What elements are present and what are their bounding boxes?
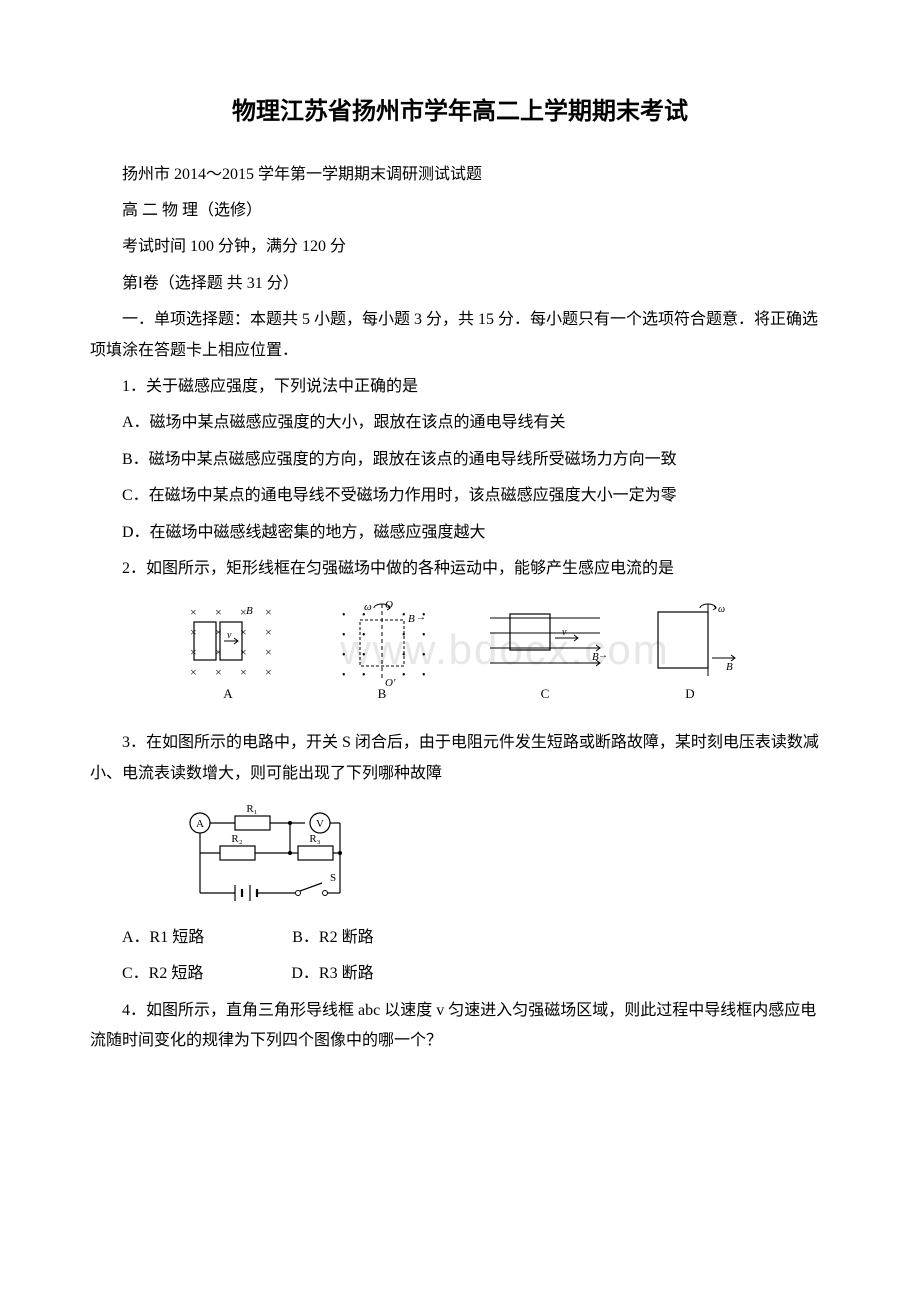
q1-optB: B．磁场中某点磁感应强度的方向，跟放在该点的通电导线所受磁场力方向一致 (90, 445, 830, 475)
q3-opts-row2: C．R2 短路 D．R3 断路 (90, 959, 830, 989)
svg-text:B: B (408, 613, 415, 625)
header-line-4: 第Ⅰ卷（选择题 共 31 分） (90, 269, 830, 299)
svg-text:→: → (598, 650, 608, 661)
svg-text:•: • (362, 650, 366, 661)
svg-text:•: • (422, 650, 426, 661)
svg-text:•: • (342, 650, 346, 661)
svg-text:•: • (362, 670, 366, 681)
svg-text:×: × (190, 605, 197, 619)
q1-stem: 1．关于磁感应强度，下列说法中正确的是 (90, 372, 830, 402)
svg-text:R₃: R₃ (309, 833, 320, 845)
svg-text:•: • (402, 670, 406, 681)
q3-optA: A．R1 短路 (122, 929, 204, 946)
q3-optC: C．R2 短路 (122, 965, 203, 982)
svg-text:•: • (342, 670, 346, 681)
svg-text:ω: ω (364, 601, 372, 613)
svg-text:×: × (240, 645, 247, 659)
q2-labelA: A (223, 686, 233, 701)
svg-text:R₁: R₁ (246, 803, 257, 815)
svg-text:×: × (265, 645, 272, 659)
svg-text:×: × (190, 625, 197, 639)
svg-text:ω: ω (718, 604, 725, 615)
q2-figB: •••• •••• •••• •••• B → O O' ω B (342, 599, 426, 701)
q2-figC: B → v C (490, 614, 608, 701)
svg-text:×: × (265, 665, 272, 679)
svg-text:S: S (330, 872, 336, 884)
q3-opts-row1: A．R1 短路 B．R2 断路 (90, 923, 830, 953)
svg-text:R₂: R₂ (231, 833, 242, 845)
svg-text:v: v (562, 627, 567, 638)
q2-figA: ×××× ×××× ×××× ×××× B v A (190, 605, 272, 701)
svg-text:O': O' (385, 677, 396, 689)
q3-stem: 3．在如图所示的电路中，开关 S 闭合后，由于电阻元件发生短路或断路故障，某时刻… (90, 728, 830, 789)
q2-figures: ×××× ×××× ×××× ×××× B v A •••• •••• ••••… (180, 598, 780, 718)
q4-stem: 4．如图所示，直角三角形导线框 abc 以速度 v 匀速进入匀强磁场区域，则此过… (90, 996, 830, 1057)
svg-text:•: • (422, 630, 426, 641)
header-line-3: 考试时间 100 分钟，满分 120 分 (90, 232, 830, 262)
svg-text:•: • (422, 670, 426, 681)
svg-text:×: × (215, 665, 222, 679)
svg-text:×: × (215, 605, 222, 619)
q3-circuit: A R₁ V R₂ R₃ S (180, 803, 380, 913)
svg-text:×: × (265, 625, 272, 639)
svg-text:•: • (342, 610, 346, 621)
q3-figure: A R₁ V R₂ R₃ S (180, 803, 830, 913)
q1-optD: D．在磁场中磁感线越密集的地方，磁感应强度越大 (90, 518, 830, 548)
q1-optA: A．磁场中某点磁感应强度的大小，跟放在该点的通电导线有关 (90, 408, 830, 438)
q3-optB: B．R2 断路 (292, 929, 373, 946)
header-line-2: 高 二 物 理（选修） (90, 196, 830, 226)
svg-text:B: B (726, 661, 733, 673)
section1-intro: 一．单项选择题：本题共 5 小题，每小题 3 分，共 15 分．每小题只有一个选… (90, 305, 830, 366)
svg-text:×: × (190, 645, 197, 659)
q2-figA-B: B (246, 605, 253, 617)
q3-optD: D．R3 断路 (291, 965, 373, 982)
page-title: 物理江苏省扬州市学年高二上学期期末考试 (90, 90, 830, 136)
q2-figD: ω B D (658, 604, 735, 701)
svg-text:×: × (265, 605, 272, 619)
svg-text:×: × (240, 665, 247, 679)
header-line-1: 扬州市 2014～2015 学年第一学期期末调研测试试题 (90, 160, 830, 190)
svg-text:V: V (316, 818, 324, 830)
q2-figA-v: v (227, 630, 232, 641)
svg-text:•: • (362, 630, 366, 641)
q2-labelB: B (378, 686, 387, 701)
svg-text:×: × (240, 625, 247, 639)
q2-figure-row: www.bdocx.com ×××× ×××× ×××× ×××× B v A … (180, 598, 830, 718)
svg-text:A: A (196, 818, 204, 830)
svg-text:•: • (402, 610, 406, 621)
q2-labelD: D (685, 686, 694, 701)
q2-labelC: C (541, 686, 550, 701)
svg-text:×: × (190, 665, 197, 679)
q2-stem: 2．如图所示，矩形线框在匀强磁场中做的各种运动中，能够产生感应电流的是 (90, 554, 830, 584)
svg-text:→: → (416, 612, 426, 623)
q1-optC: C．在磁场中某点的通电导线不受磁场力作用时，该点磁感应强度大小一定为零 (90, 481, 830, 511)
svg-text:•: • (342, 630, 346, 641)
